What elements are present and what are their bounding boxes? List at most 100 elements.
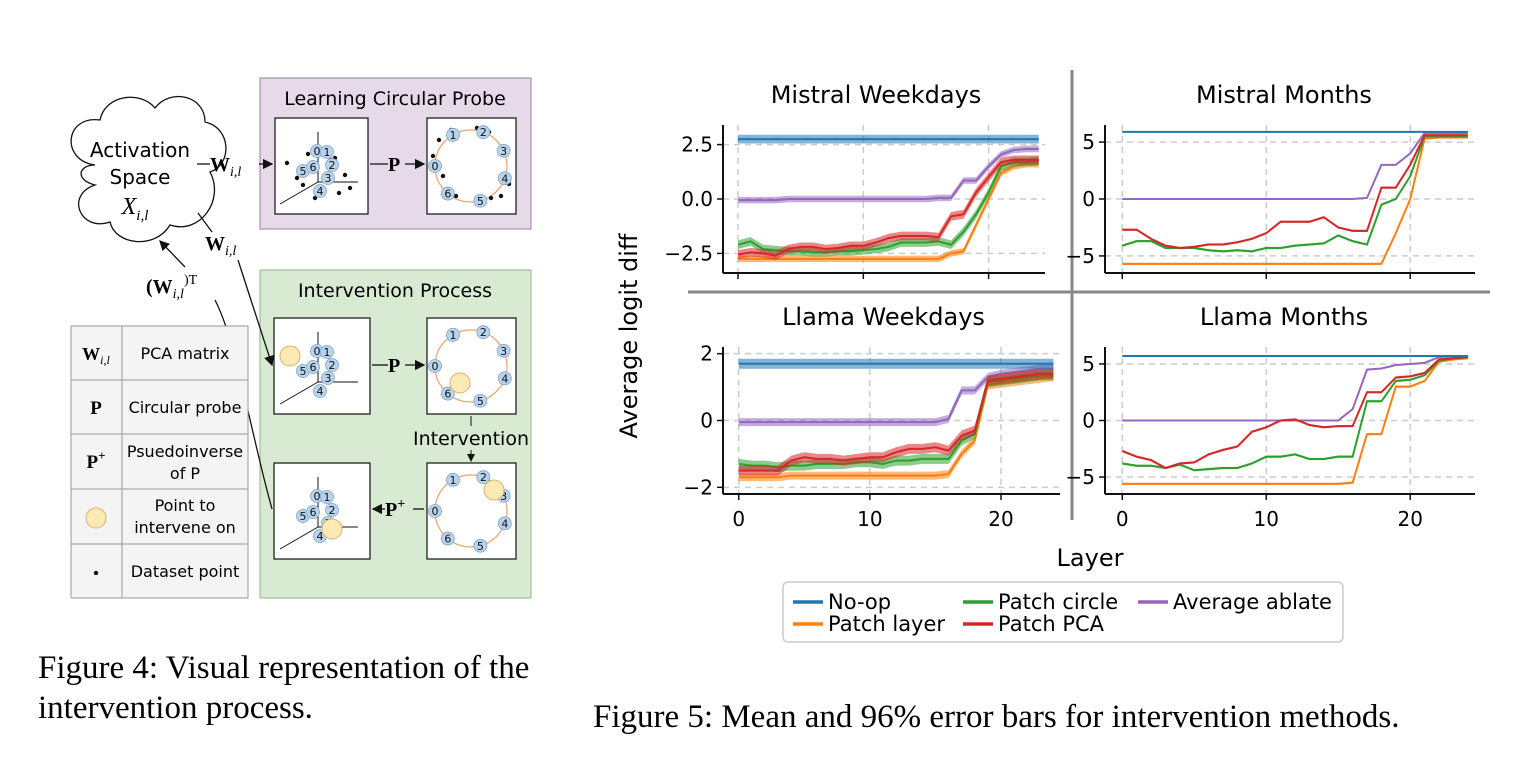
ring-point-2 <box>476 125 491 140</box>
p-label-intervention: P <box>388 355 400 377</box>
ring-point-4-label: 4 <box>501 372 508 385</box>
ring-point-1 <box>446 472 460 487</box>
series-line-patch-pca <box>1121 356 1468 470</box>
ring-point-5 <box>473 193 488 208</box>
dataset-point <box>430 153 436 159</box>
figure4-diagram: Activation Space Xi,l Learning Circular … <box>70 77 532 599</box>
cluster-point-5-label: 5 <box>300 365 307 378</box>
ring-point-5 <box>473 538 488 553</box>
x-tick-label: 0 <box>732 507 745 531</box>
legend-symbol-pplus: P+ <box>86 448 105 473</box>
w-label-top: Wi,l <box>210 154 241 180</box>
legend-label: No-op <box>828 590 891 614</box>
dataset-point <box>498 193 504 199</box>
ring-point-3 <box>496 343 511 358</box>
ring-point-5 <box>473 393 488 408</box>
dataset-point <box>284 160 290 166</box>
legend-desc-point-1: Point to <box>155 496 216 515</box>
ring-point-3-label: 3 <box>500 490 507 503</box>
legend-label: Patch circle <box>998 590 1118 614</box>
ring-point-0 <box>428 159 442 173</box>
intervention-step-label: Intervention <box>413 428 529 450</box>
ring-point-6 <box>440 186 455 201</box>
ring-point-0 <box>428 359 442 373</box>
dataset-point <box>453 193 459 199</box>
ring-point-6-label: 6 <box>444 533 451 546</box>
series-line-average-ablate <box>1122 355 1468 422</box>
cluster-point-3-label: 3 <box>325 372 332 385</box>
ring-point-1 <box>446 127 460 142</box>
ring-point-6-label: 6 <box>444 188 451 201</box>
dataset-point <box>305 151 311 157</box>
legend-desc-pinv-2: of P <box>170 464 201 483</box>
cluster-point-3-label: 3 <box>325 172 332 185</box>
error-band-patch-layer <box>738 160 1039 263</box>
legend-dot-icon <box>93 570 99 576</box>
y-axis-label: Average logit diff <box>615 233 643 438</box>
legend-label: Average ablate <box>1173 590 1332 614</box>
y-tick-label: −5 <box>1066 244 1095 268</box>
legend-desc-point-2: intervene on <box>134 518 236 537</box>
cluster-point-0-label: 0 <box>314 490 321 503</box>
intervention-point-circle <box>449 372 471 394</box>
pplus-label: P+ <box>385 497 405 521</box>
cluster-point-6 <box>306 505 320 519</box>
cluster-point-4 <box>313 384 327 398</box>
cluster-point-0-label: 0 <box>314 345 321 358</box>
cloud-label-line2: Space <box>110 165 171 189</box>
y-tick-label: 0 <box>700 409 713 433</box>
cluster-point-6-label: 6 <box>310 161 317 174</box>
chart-panel-4: Llama Months −5 0 5 0 10 20 <box>1066 303 1475 531</box>
cluster-point-2-label: 2 <box>329 504 336 517</box>
legend-desc-pca: PCA matrix <box>140 344 229 363</box>
ring-point-6-label: 6 <box>444 388 451 401</box>
pca-scatter-box <box>274 117 369 215</box>
ring-point-4-label: 4 <box>501 172 508 185</box>
cluster-point-2 <box>325 503 339 517</box>
series-line-patch-layer <box>1122 357 1468 485</box>
cluster-point-4-label: 4 <box>317 185 324 198</box>
ring-point-1-label: 1 <box>450 129 457 142</box>
chart-title: Mistral Weekdays <box>771 81 982 109</box>
cluster-point-1 <box>320 345 334 359</box>
y-tick-label: −2 <box>684 475 713 499</box>
dataset-point <box>488 195 494 201</box>
ring-point-5-label: 5 <box>477 395 484 408</box>
cluster-point-5-label: 5 <box>300 510 307 523</box>
series-line-average-ablate <box>738 147 1039 202</box>
w-label-diagonal: Wi,l <box>205 233 236 259</box>
cluster-point-1-label: 1 <box>324 346 331 359</box>
y-tick-label: −2.5 <box>664 241 713 265</box>
ring-point-2 <box>476 325 491 340</box>
cluster-point-2-label: 2 <box>329 159 336 172</box>
y-tick-label: 5 <box>1082 130 1095 154</box>
diagram-arrows: Wi,l P P P+ Wi,l (Wi,l)T <box>146 154 426 521</box>
cluster-point-4-label: 4 <box>317 385 324 398</box>
cluster-point-2 <box>325 358 339 372</box>
y-tick-label: 0 <box>1082 187 1095 211</box>
series-line-patch-pca <box>738 372 1054 472</box>
x-tick-label: 20 <box>988 507 1013 531</box>
cluster-point-1-label: 1 <box>324 491 331 504</box>
y-tick-label: 0.0 <box>681 187 713 211</box>
figure5-caption: Figure 5: Mean and 96% error bars for in… <box>593 699 1400 735</box>
cluster-point-5-label: 5 <box>300 165 307 178</box>
chart-title: Llama Months <box>1200 303 1368 331</box>
legend-desc-dataset: Dataset point <box>131 562 240 581</box>
cluster-point-6 <box>306 160 320 174</box>
cluster-point-4 <box>313 184 327 198</box>
legend-symbol-p: P <box>90 398 102 419</box>
series-line-patch-layer <box>1122 136 1468 265</box>
chart-title: Mistral Months <box>1196 81 1372 109</box>
intervention-point-circle <box>483 479 505 501</box>
x-tick-label: 0 <box>1116 507 1129 531</box>
ring-point-0 <box>428 504 442 518</box>
intervention-point-circle <box>279 345 301 367</box>
cluster-point-2-label: 2 <box>329 359 336 372</box>
chart-panel-1: Mistral Weekdays −2.5 0.0 2.5 <box>664 81 1045 279</box>
ring-point-2-label: 2 <box>480 126 487 139</box>
x-tick-label: 10 <box>1254 507 1279 531</box>
figure4-caption: Figure 4: Visual representation of the i… <box>38 650 530 726</box>
ring-point-2 <box>476 470 491 485</box>
